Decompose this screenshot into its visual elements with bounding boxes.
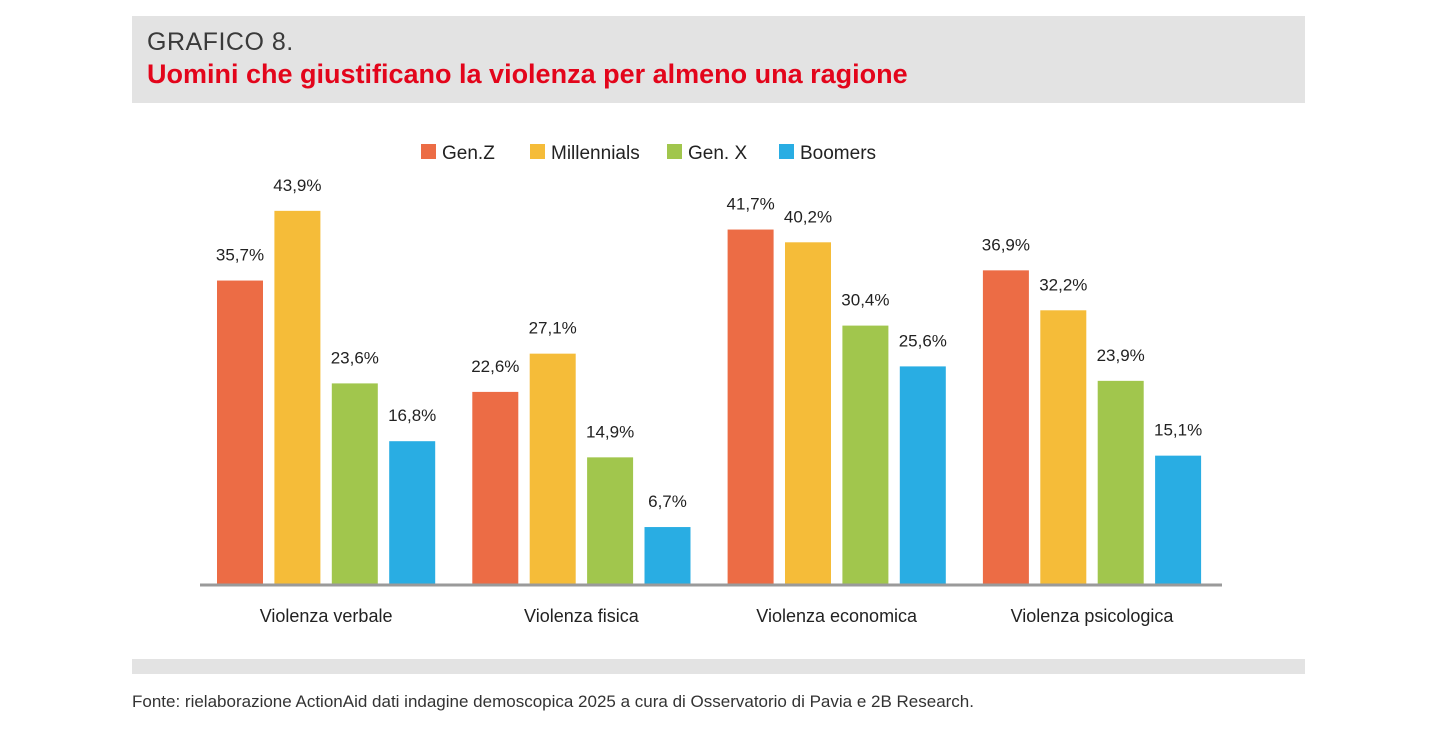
bar-millennials-violenza-psicologica <box>1040 310 1087 584</box>
category-label-violenza-psicologica: Violenza psicologica <box>1011 606 1175 626</box>
legend-label-gen-x: Gen. X <box>688 143 747 164</box>
data-label-millennials-violenza-economica: 40,2% <box>784 207 832 226</box>
data-label-millennials-violenza-fisica: 27,1% <box>529 319 577 338</box>
bar-gen-x-violenza-economica <box>842 325 889 584</box>
data-label-boomers-violenza-psicologica: 15,1% <box>1154 421 1202 440</box>
bar-boomers-violenza-economica <box>899 366 946 584</box>
data-label-gen-x-violenza-economica: 30,4% <box>841 291 889 310</box>
bar-gen-x-violenza-psicologica <box>1097 380 1144 584</box>
data-label-gen-z-violenza-verbale: 35,7% <box>216 246 264 265</box>
data-label-boomers-violenza-economica: 25,6% <box>899 331 947 350</box>
data-label-gen-z-violenza-psicologica: 36,9% <box>982 235 1030 254</box>
legend-swatch-boomers <box>779 144 794 159</box>
category-label-violenza-economica: Violenza economica <box>756 606 918 626</box>
data-label-boomers-violenza-fisica: 6,7% <box>648 492 687 511</box>
bar-boomers-violenza-fisica <box>644 527 691 584</box>
footer-divider <box>132 659 1305 674</box>
category-label-violenza-verbale: Violenza verbale <box>260 606 393 626</box>
bar-millennials-violenza-fisica <box>529 353 576 584</box>
bar-gen-z-violenza-economica <box>727 229 774 585</box>
bar-gen-z-violenza-fisica <box>472 391 519 584</box>
data-label-gen-x-violenza-verbale: 23,6% <box>331 348 379 367</box>
bar-gen-z-violenza-psicologica <box>982 270 1029 584</box>
legend-label-boomers: Boomers <box>800 143 876 164</box>
legend-label-gen-z: Gen.Z <box>442 143 495 164</box>
bar-gen-z-violenza-verbale <box>217 280 263 584</box>
bar-millennials-violenza-verbale <box>274 210 321 584</box>
data-label-gen-x-violenza-fisica: 14,9% <box>586 422 634 441</box>
data-label-millennials-violenza-verbale: 43,9% <box>273 176 321 195</box>
bar-gen-x-violenza-fisica <box>587 457 634 584</box>
legend-label-millennials: Millennials <box>551 143 640 164</box>
data-label-gen-x-violenza-psicologica: 23,9% <box>1097 346 1145 365</box>
chart-title: Uomini che giustificano la violenza per … <box>147 59 908 89</box>
bar-boomers-violenza-verbale <box>389 441 436 584</box>
data-label-gen-z-violenza-fisica: 22,6% <box>471 357 519 376</box>
bar-gen-x-violenza-verbale <box>331 383 378 584</box>
legend-swatch-gen-x <box>667 144 682 159</box>
source-note: Fonte: rielaborazione ActionAid dati ind… <box>132 692 974 711</box>
chart-number-label: GRAFICO 8. <box>147 28 294 56</box>
bar-millennials-violenza-economica <box>785 242 831 585</box>
legend-swatch-millennials <box>530 144 545 159</box>
data-label-boomers-violenza-verbale: 16,8% <box>388 406 436 425</box>
data-label-gen-z-violenza-economica: 41,7% <box>726 195 774 214</box>
legend-swatch-gen-z <box>421 144 436 159</box>
data-label-millennials-violenza-psicologica: 32,2% <box>1039 275 1087 294</box>
chart-header: GRAFICO 8. Uomini che giustificano la vi… <box>132 16 1305 103</box>
bar-boomers-violenza-psicologica <box>1155 455 1202 584</box>
category-label-violenza-fisica: Violenza fisica <box>524 606 640 626</box>
